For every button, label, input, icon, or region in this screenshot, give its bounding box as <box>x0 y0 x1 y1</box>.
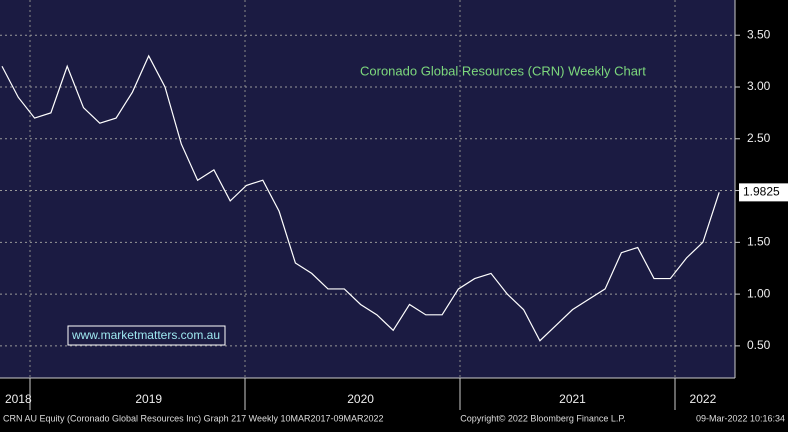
y-tick-label: 1.50 <box>747 235 771 249</box>
y-tick-label: 3.50 <box>747 27 771 41</box>
year-separators <box>29 378 676 410</box>
x-tick-label: 2019 <box>135 392 162 406</box>
chart-title: Coronado Global Resources (CRN) Weekly C… <box>360 63 646 78</box>
watermark: www.marketmatters.com.au <box>71 328 220 342</box>
y-tick-label: 0.50 <box>747 338 771 352</box>
last-price-label: 1.9825 <box>743 185 780 199</box>
x-tick-label: 2021 <box>559 392 586 406</box>
x-tick-label: 2022 <box>690 392 717 406</box>
y-tick-label: 3.00 <box>747 79 771 93</box>
year-grid <box>29 0 676 378</box>
footer-center: Copyright© 2022 Bloomberg Finance L.P. <box>460 413 626 423</box>
plot-area <box>0 0 735 378</box>
x-tick-label: 2020 <box>347 392 374 406</box>
x-tick-label: 2018 <box>5 392 32 406</box>
y-tick-label: 1.00 <box>747 286 771 300</box>
footer-right: 09-Mar-2022 10:16:34 <box>696 413 785 423</box>
last-price-tag <box>739 183 788 202</box>
price-line <box>1 54 720 342</box>
footer-left: CRN AU Equity (Coronado Global Resources… <box>3 413 384 423</box>
y-tick-label: 2.50 <box>747 131 771 145</box>
watermark-box <box>67 325 226 346</box>
